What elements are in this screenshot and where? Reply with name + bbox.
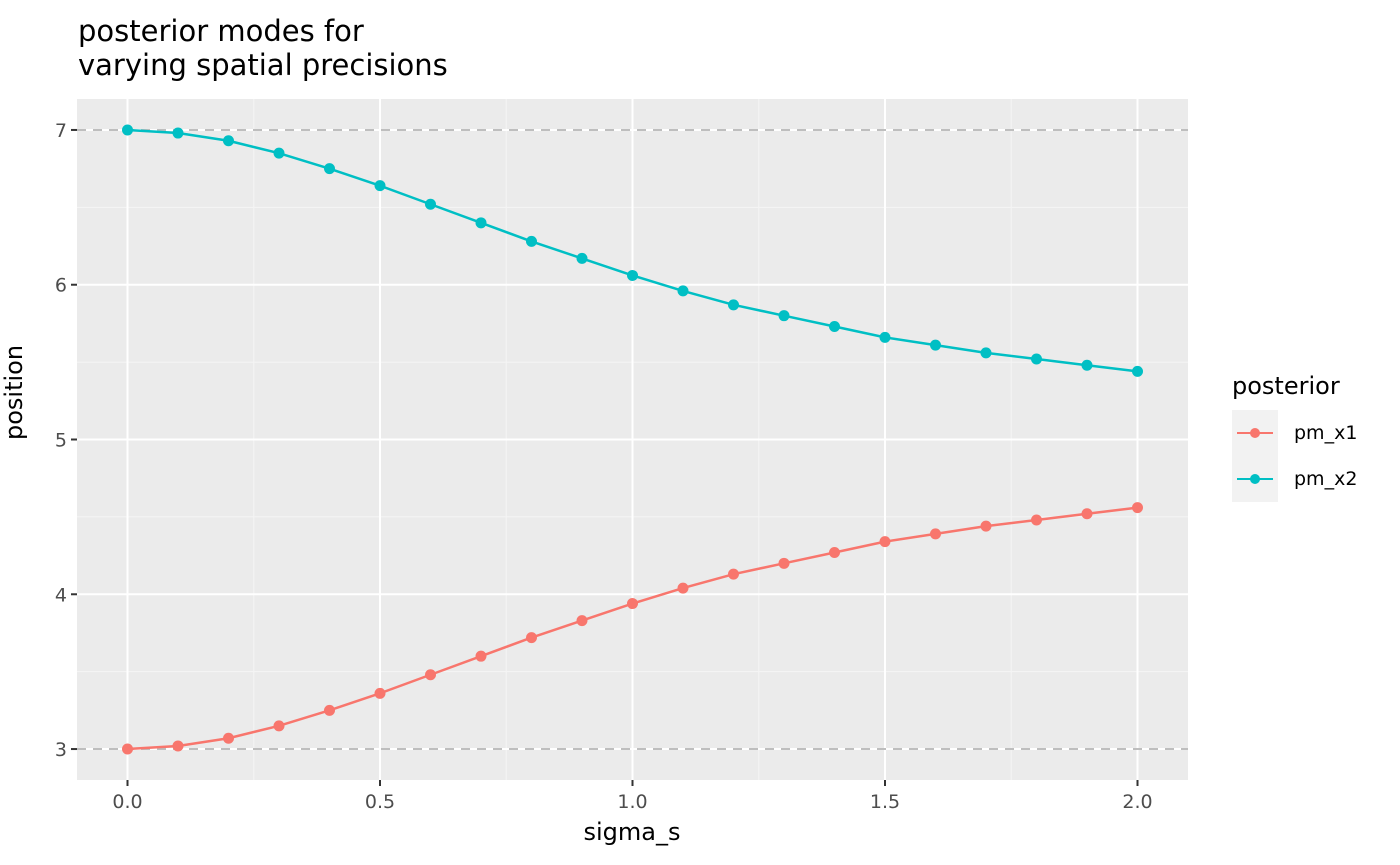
x-tick-label: 1.5 — [870, 791, 900, 813]
data-point-pm_x2 — [425, 198, 436, 210]
data-point-pm_x2 — [677, 285, 689, 297]
y-tick-label: 5 — [55, 430, 67, 452]
data-point-pm_x1 — [273, 720, 285, 732]
data-point-pm_x1 — [576, 615, 588, 627]
data-point-pm_x2 — [930, 339, 941, 351]
data-point-pm_x1 — [526, 632, 537, 644]
data-point-pm_x2 — [223, 135, 234, 147]
data-point-pm_x1 — [1081, 508, 1093, 520]
x-tick-label: 0.0 — [112, 791, 142, 813]
data-point-pm_x2 — [122, 124, 133, 136]
data-point-pm_x1 — [172, 740, 184, 752]
data-point-pm_x1 — [122, 743, 133, 755]
data-point-pm_x2 — [1081, 359, 1093, 371]
data-point-pm_x2 — [1031, 353, 1042, 365]
chart-title-line-1: posterior modes for — [78, 14, 364, 48]
legend-label: pm_x1 — [1294, 422, 1358, 444]
data-point-pm_x2 — [576, 252, 588, 264]
legend-key-pm-x1-icon — [1232, 410, 1278, 456]
data-point-pm_x2 — [475, 217, 487, 229]
data-point-pm_x1 — [677, 582, 689, 594]
y-axis-label: position — [0, 344, 28, 440]
data-point-pm_x1 — [980, 520, 992, 532]
legend: posterior pm_x1 pm_x2 — [1232, 372, 1357, 502]
legend-title: posterior — [1232, 372, 1340, 400]
y-tick-label: 7 — [55, 120, 67, 142]
data-point-pm_x2 — [627, 269, 638, 281]
x-tick-label: 2.0 — [1122, 791, 1152, 813]
data-point-pm_x2 — [829, 321, 840, 333]
data-point-pm_x1 — [223, 732, 234, 744]
data-point-pm_x1 — [930, 528, 941, 540]
data-point-pm_x1 — [778, 557, 790, 569]
data-point-pm_x1 — [879, 536, 891, 548]
data-point-pm_x2 — [526, 235, 537, 247]
x-axis-label: sigma_s — [583, 818, 681, 846]
data-point-pm_x2 — [273, 147, 285, 159]
data-point-pm_x2 — [728, 299, 739, 311]
x-tick-label: 0.5 — [365, 791, 395, 813]
data-point-pm_x1 — [627, 598, 638, 610]
chart-title-line-2: varying spatial precisions — [78, 48, 448, 82]
data-point-pm_x1 — [829, 546, 840, 558]
legend-key-pm-x2-icon — [1232, 456, 1278, 502]
data-point-pm_x2 — [778, 310, 790, 322]
y-tick-label: 3 — [55, 739, 67, 761]
data-point-pm_x2 — [879, 331, 891, 343]
data-point-pm_x2 — [980, 347, 992, 359]
legend-item-pm-x1: pm_x1 — [1232, 410, 1357, 456]
data-point-pm_x1 — [475, 650, 487, 662]
legend-item-pm-x2: pm_x2 — [1232, 456, 1357, 502]
y-tick-label: 6 — [55, 275, 67, 297]
data-point-pm_x2 — [324, 163, 335, 175]
legend-point-swatch — [1250, 428, 1260, 438]
data-point-pm_x2 — [374, 180, 386, 192]
data-point-pm_x1 — [1132, 502, 1143, 514]
legend-label: pm_x2 — [1294, 468, 1358, 490]
data-point-pm_x1 — [324, 704, 335, 716]
data-point-pm_x1 — [425, 669, 436, 681]
x-tick-label: 1.0 — [617, 791, 647, 813]
legend-point-swatch — [1250, 474, 1260, 484]
y-tick-label: 4 — [55, 584, 67, 606]
data-point-pm_x1 — [374, 687, 386, 699]
data-point-pm_x2 — [172, 127, 184, 139]
data-point-pm_x1 — [728, 568, 739, 580]
data-point-pm_x1 — [1031, 514, 1042, 526]
chart-title: posterior modes for varying spatial prec… — [78, 14, 448, 82]
data-point-pm_x2 — [1132, 365, 1143, 377]
